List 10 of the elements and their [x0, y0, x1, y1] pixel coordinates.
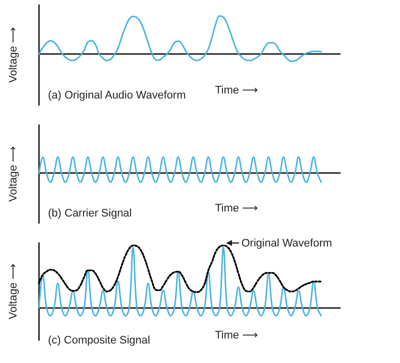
- y-axis-title: Voltage ⟶: [8, 264, 20, 320]
- y-axis-title: Voltage ⟶: [8, 27, 20, 83]
- text: (a) Original Audio Waveform: [48, 90, 186, 102]
- text: (b) Carrier Signal: [48, 208, 132, 220]
- x-axis-title: Time ⟶: [215, 84, 258, 96]
- x-axis-title: Time ⟶: [215, 202, 258, 214]
- x-axis-title: Time ⟶: [215, 330, 258, 342]
- text: (c) Composite Signal: [48, 334, 150, 346]
- y-axis-title: Voltage ⟶: [8, 146, 20, 202]
- annotation: Original Waveform: [241, 237, 332, 250]
